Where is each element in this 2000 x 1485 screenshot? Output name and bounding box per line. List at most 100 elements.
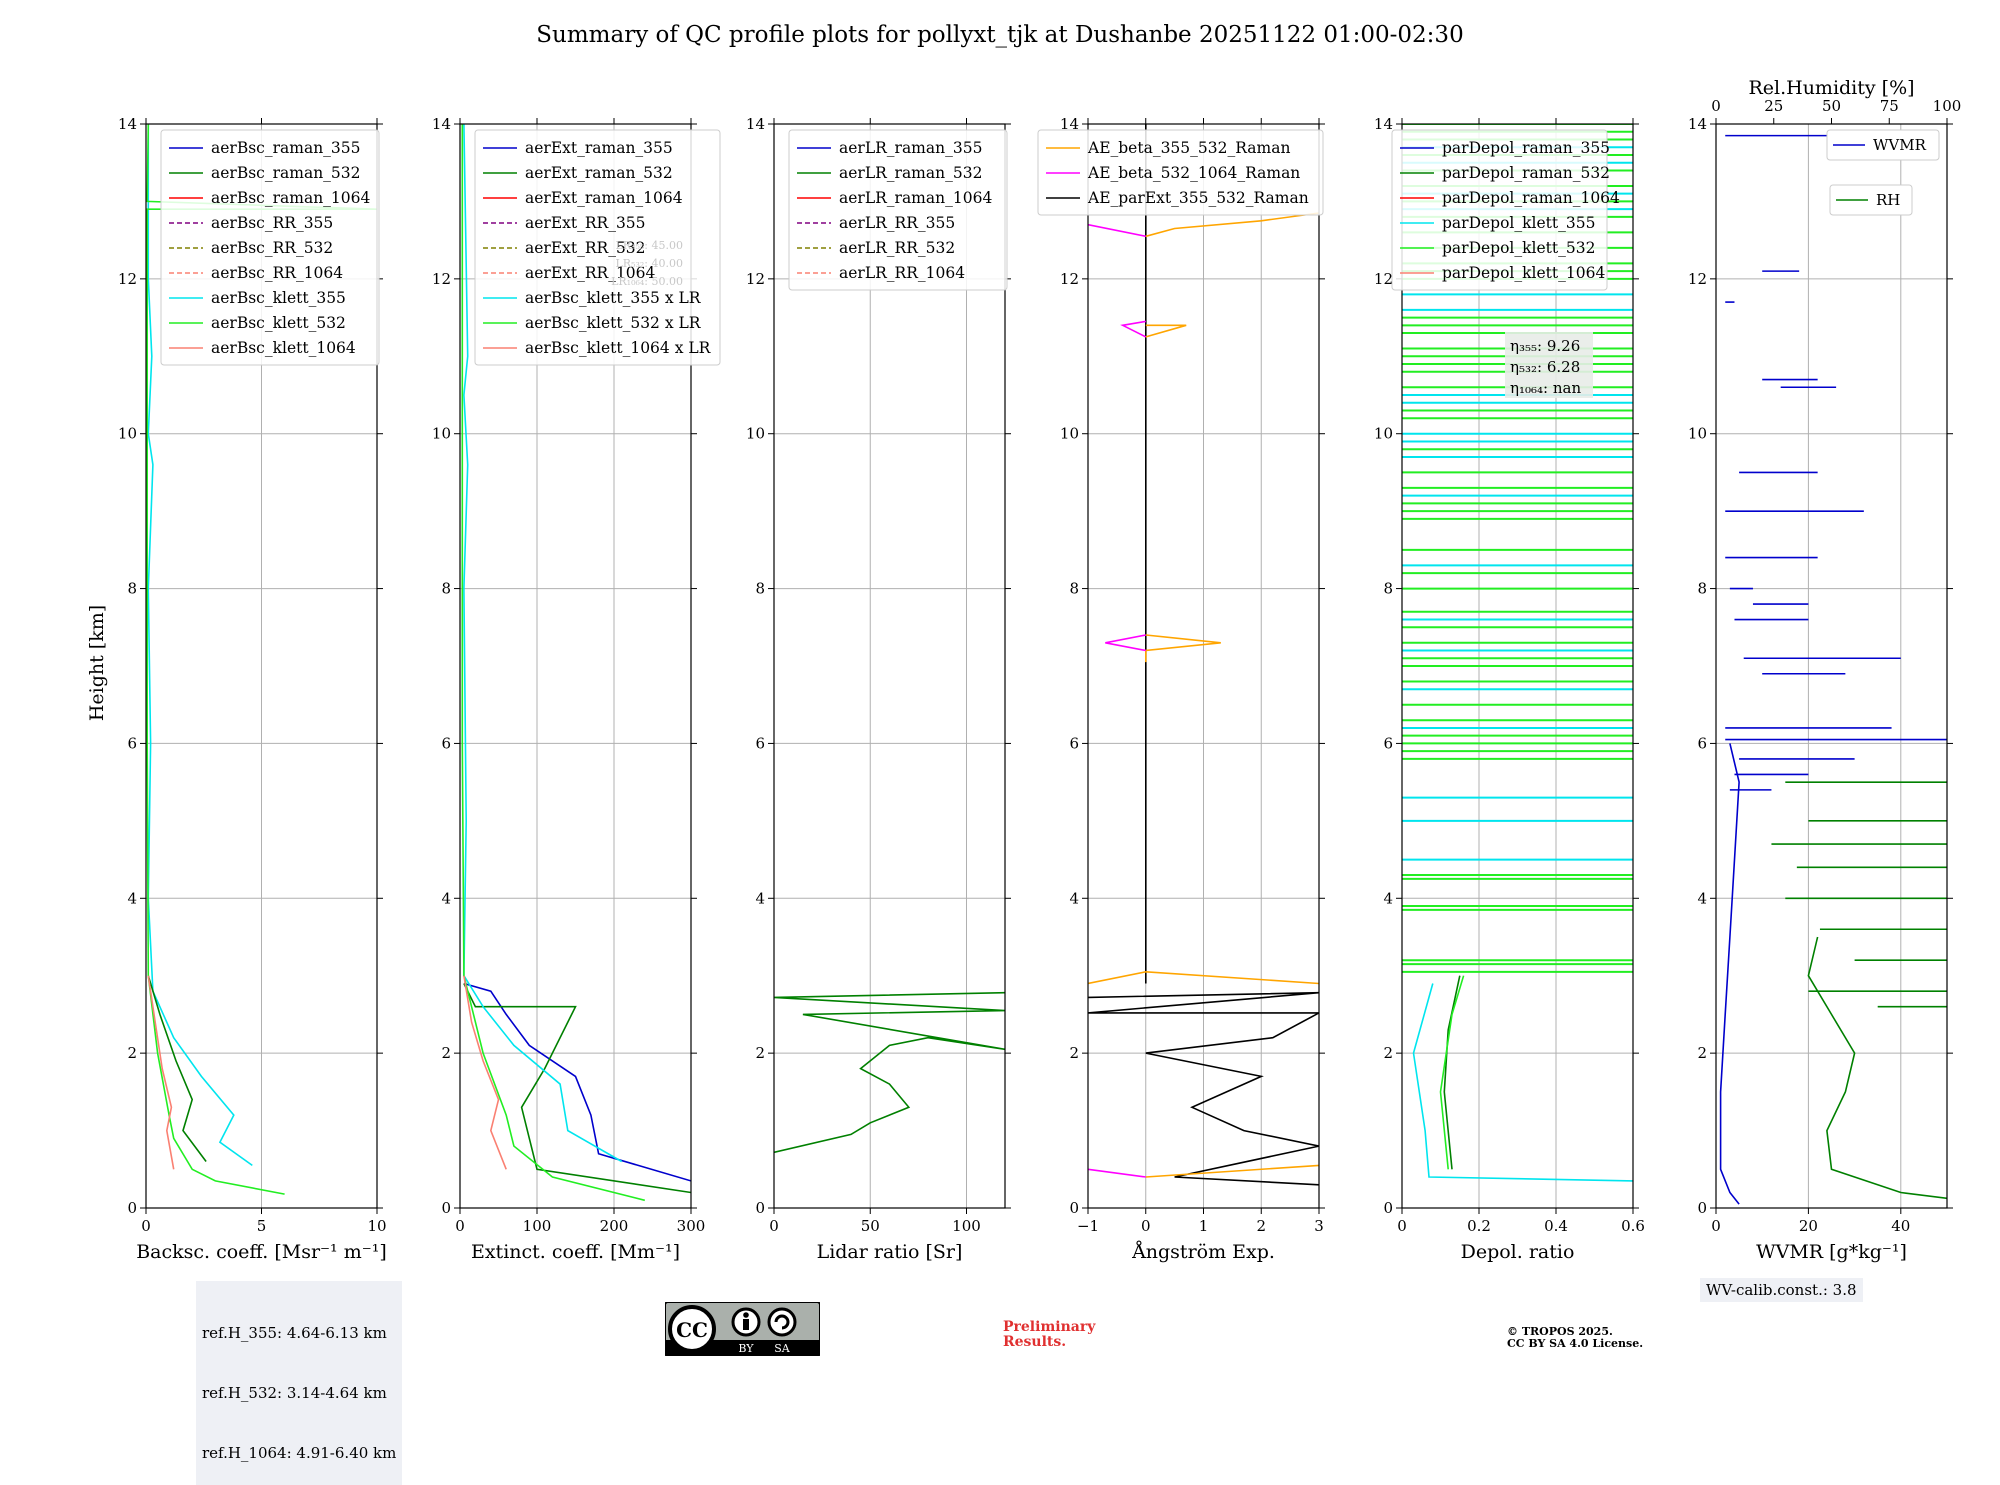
ref-height-box: ref.H_355: 4.64-6.13 km ref.H_532: 3.14-… — [196, 1281, 403, 1485]
y-tick-label: 0 — [755, 1199, 765, 1217]
y-tick-label: 0 — [1383, 1199, 1393, 1217]
y-tick-label: 12 — [1374, 270, 1393, 288]
y-tick-label: 6 — [1069, 734, 1079, 752]
y-tick-label: 2 — [441, 1044, 451, 1062]
cc-logo-icon — [668, 1305, 716, 1353]
y-tick-label: 4 — [755, 889, 765, 907]
preliminary-note: Preliminary Results. — [1003, 1320, 1095, 1350]
legend-entry-aerBsc_klett_355: aerBsc_klett_355 — [211, 289, 346, 307]
legend-depol: parDepol_raman_355 parDepol_raman_532 parD… — [1391, 129, 1620, 291]
legend-entry-RH: RH — [1876, 191, 1900, 209]
axes-frame — [773, 123, 1006, 1209]
axes-frame — [1401, 123, 1634, 1209]
y-tick-label: 14 — [118, 115, 137, 133]
x-axis-label: Extinct. coeff. [Mm⁻¹] — [471, 1241, 680, 1263]
series-aerBsc_raman_532 — [147, 975, 207, 1162]
lr-annotation: LR₁₀₆₄: 50.00 — [611, 275, 683, 288]
cc-license-badge: CC BY SA — [665, 1302, 820, 1356]
legend-entry-AE_beta_532_1064_Raman: AE_beta_532_1064_Raman — [1087, 164, 1300, 182]
figure-title: Summary of QC profile plots for pollyxt_… — [536, 22, 1464, 48]
legend-backscatter: aerBsc_raman_355 aerBsc_raman_532 aerBsc_r… — [160, 129, 380, 366]
sa-icon-arrow — [774, 1314, 790, 1330]
y-tick-label: 8 — [127, 580, 137, 598]
sa-icon — [767, 1307, 797, 1337]
y-tick-label: 2 — [1383, 1044, 1393, 1062]
panel-lidar_ratio: 0 50 100 0 2 4 6 8 10 12 14 Lidar ratio [Sr] aerLR_r… — [746, 115, 1011, 1263]
legend-entry-WVMR: WVMR — [1873, 136, 1927, 154]
legend-entry-parDepol_klett_532: parDepol_klett_532 — [1442, 239, 1595, 257]
y-tick-label: 4 — [1383, 889, 1393, 907]
series-aerExt_raman_355 — [463, 982, 691, 1182]
y-tick-label: 14 — [1060, 115, 1079, 133]
by-label: BY — [738, 1342, 754, 1355]
legend-entry-aerBsc_raman_1064: aerBsc_raman_1064 — [211, 189, 371, 207]
legend-entry-parDepol_raman_532: parDepol_raman_532 — [1442, 164, 1610, 182]
legend-entry-aerLR_raman_1064: aerLR_raman_1064 — [839, 189, 992, 207]
y-tick-label: 0 — [441, 1199, 451, 1217]
legend-box — [1826, 129, 1940, 161]
x-tick-label: 0 — [1711, 1217, 1721, 1235]
series-aerBsc_klett_355 x LR — [463, 124, 623, 1163]
y-tick-label: 8 — [1697, 580, 1707, 598]
series-aerBsc_klett_1064 — [147, 975, 175, 1170]
wv-calib-box: WV-calib.const.: 3.8 — [1700, 1278, 1863, 1302]
x-tick-label: 100 — [952, 1217, 981, 1235]
series-AE_beta_355_532_Raman_mid — [1145, 324, 1187, 338]
series-group — [146, 124, 377, 1195]
y-tick-label: 8 — [1069, 580, 1079, 598]
legend-entry-aerBsc_raman_355: aerBsc_raman_355 — [211, 139, 361, 157]
x-tick-label: 1 — [1199, 1217, 1209, 1235]
legend-entry-aerLR_RR_355: aerLR_RR_355 — [839, 214, 955, 232]
eta-box — [1505, 332, 1593, 398]
y-tick-label: 6 — [441, 734, 451, 752]
x-tick-label: 0 — [1397, 1217, 1407, 1235]
legend-entry-parDepol_raman_355: parDepol_raman_355 — [1442, 139, 1610, 157]
legend-box — [474, 129, 721, 366]
legend-box — [1037, 129, 1324, 216]
y-tick-label: 6 — [1697, 734, 1707, 752]
series-AE_beta_355_532_Raman_low — [1145, 1164, 1319, 1178]
x-tick-label: 40 — [1891, 1217, 1910, 1235]
x-tick-label: 0 — [455, 1217, 465, 1235]
x-axis-label: Depol. ratio — [1461, 1241, 1575, 1263]
legend-entry-parDepol_raman_1064: parDepol_raman_1064 — [1442, 189, 1620, 207]
legend-entry-aerBsc_RR_355: aerBsc_RR_355 — [211, 214, 333, 232]
x2-tick-label: 75 — [1880, 97, 1899, 115]
legend-extinction: aerExt_raman_355 aerExt_raman_532 aerExt_r… — [474, 129, 721, 366]
series-aerBsc_klett_532 x LR — [461, 124, 645, 1202]
x-tick-label: 300 — [677, 1217, 706, 1235]
eta-annotation: η₃₅₅: 9.26 — [1510, 337, 1580, 355]
eta-annotation: η₁₀₆₄: nan — [1510, 379, 1581, 397]
eta-annotation: η₅₃₂: 6.28 — [1510, 358, 1580, 376]
legend-entry-aerLR_RR_532: aerLR_RR_532 — [839, 239, 955, 257]
y-tick-label: 10 — [432, 425, 451, 443]
copyright-note: © TROPOS 2025. CC BY SA 4.0 License. — [1507, 1326, 1643, 1350]
series-AE_beta_355_532_Raman — [1088, 970, 1319, 985]
y-tick-label: 10 — [1374, 425, 1393, 443]
lr-annotation: LR₅₃₂: 40.00 — [615, 257, 683, 270]
x-tick-label: 2 — [1256, 1217, 1266, 1235]
y-tick-label: 8 — [755, 580, 765, 598]
y-tick-label: 6 — [755, 734, 765, 752]
y-tick-label: 8 — [1383, 580, 1393, 598]
legend-entry-AE_beta_355_532_Raman: AE_beta_355_532_Raman — [1087, 139, 1290, 157]
x-tick-label: 10 — [367, 1217, 386, 1235]
series-group — [461, 124, 691, 1202]
x2-tick-label: 50 — [1822, 97, 1841, 115]
copyright-line-1: © TROPOS 2025. — [1507, 1325, 1613, 1338]
y-tick-label: 10 — [118, 425, 137, 443]
x-axis-label: Lidar ratio [Sr] — [817, 1241, 963, 1263]
y-tick-label: 2 — [755, 1044, 765, 1062]
legend-entry-aerLR_RR_1064: aerLR_RR_1064 — [839, 264, 965, 282]
panel-wvmr: 0 20 40 0 2 4 6 8 10 12 14 WVMR [g*kg⁻¹] 0 25 50 75 100 R… — [1688, 77, 1961, 1263]
x-tick-label: 0 — [141, 1217, 151, 1235]
legend-lidar_ratio: aerLR_raman_355 aerLR_raman_532 aerLR_rama… — [788, 129, 1008, 291]
y-tick-label: 12 — [118, 270, 137, 288]
ref-height-1064: ref.H_1064: 4.91-6.40 km — [202, 1444, 397, 1462]
series-group — [1088, 124, 1319, 1186]
legend-entry-aerBsc_raman_532: aerBsc_raman_532 — [211, 164, 361, 182]
panel-backscatter: 0 5 10 0 2 4 6 8 10 12 14 Backsc. coeff. [Msr⁻¹ m⁻¹… — [118, 115, 387, 1263]
series-AE_beta_532_1064_Raman — [1088, 1168, 1146, 1178]
